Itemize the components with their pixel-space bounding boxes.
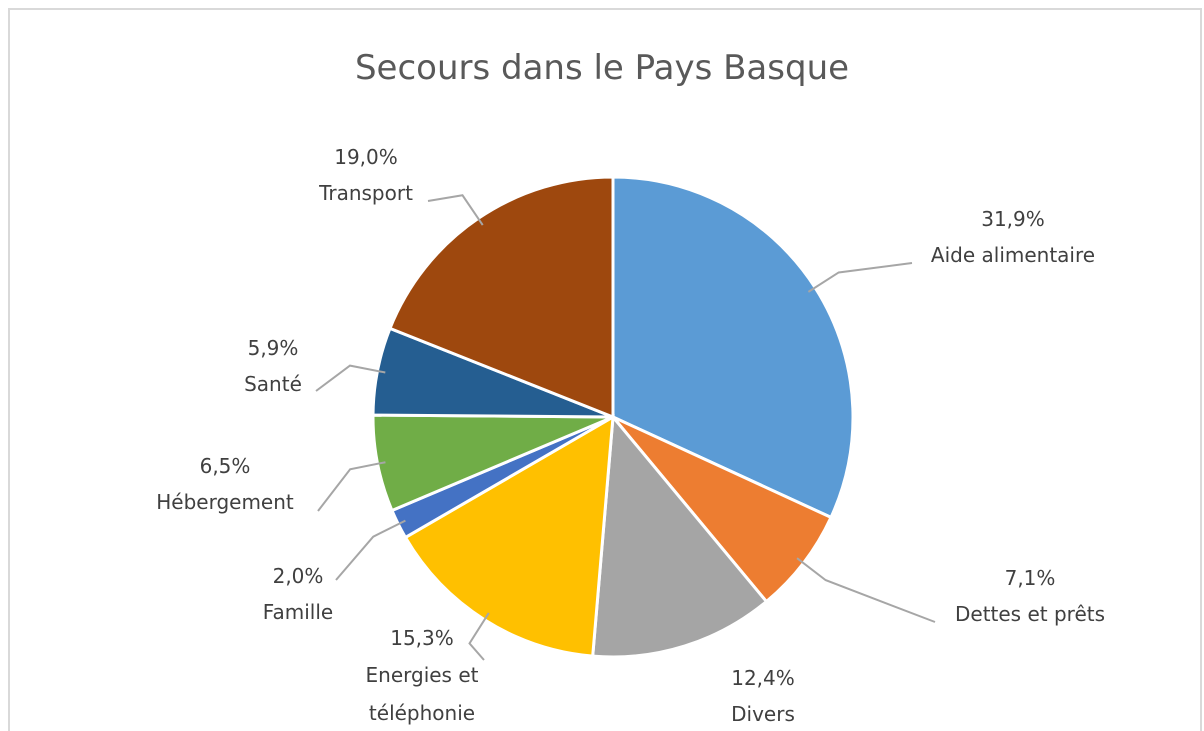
leader-line [427,194,484,226]
value-label: 5,9% [247,336,299,360]
data-label: 15,3% Energies et téléphonie [347,620,497,731]
category-label: Hébergement [156,490,294,514]
category-label: Aide alimentaire [930,243,1096,267]
leader-line [335,519,406,581]
value-label: 31,9% [981,207,1045,231]
value-label: 2,0% [272,564,324,588]
value-label: 15,3% [390,626,454,650]
pie-slice [591,413,769,659]
category-label: Divers [731,702,795,726]
leader-line [468,612,490,661]
category-label: Transport [319,181,413,205]
category-label: Famille [262,600,334,624]
value-label: 12,4% [731,666,795,690]
data-label: 19,0% Transport [266,139,466,211]
chart-title: Secours dans le Pays Basque [354,48,850,88]
leader-line [315,364,386,392]
data-label: 7,1% Dettes et prêts [910,560,1150,632]
data-label: 5,9% Santé [193,330,353,402]
leader-line [796,557,936,623]
category-label: Energies et téléphonie [365,663,479,725]
value-label: 19,0% [334,145,398,169]
leader-line [807,262,913,293]
category-label: Dettes et prêts [954,602,1106,626]
category-label: Santé [244,372,302,396]
value-label: 7,1% [1004,566,1056,590]
data-label: 12,4% Divers [683,660,843,731]
data-label: 2,0% Famille [218,558,378,630]
leader-line [317,461,386,512]
chart-frame [8,8,1202,731]
value-label: 6,5% [199,454,251,478]
data-label: 31,9% Aide alimentaire [893,201,1133,273]
data-label: 6,5% Hébergement [125,448,325,520]
